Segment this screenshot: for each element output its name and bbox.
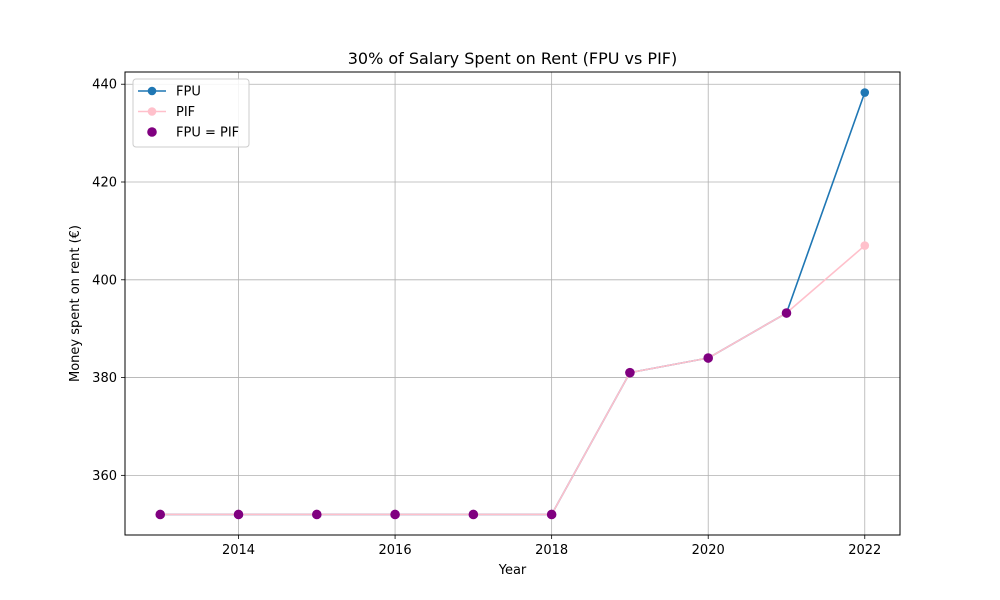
legend-box: [132, 78, 250, 148]
x-tick-label: 2018: [535, 543, 568, 558]
data-point-fpu: [860, 88, 870, 97]
legend: FPU PIF FPU = PIF: [132, 78, 250, 148]
scatter-point-fpu-pif: [468, 509, 479, 520]
y-tick-label: 380: [92, 371, 117, 386]
scatter-point-fpu-pif: [781, 308, 792, 318]
plot-frame: [124, 71, 901, 536]
grid-lines: [125, 72, 900, 535]
scatter-point-fpu-pif: [155, 509, 166, 520]
scatter-point-fpu-pif: [233, 509, 244, 520]
data-point-pif: [860, 241, 870, 250]
series-fpu-pif: [155, 308, 792, 520]
y-axis-label: Money spent on rent (€): [68, 225, 83, 382]
scatter-point-fpu-pif: [703, 353, 714, 363]
legend-marker-fpu-pif: [147, 127, 157, 137]
x-tick-label: 2014: [222, 543, 255, 558]
scatter-point-fpu-pif: [546, 509, 557, 520]
scatter-point-fpu-pif: [390, 509, 400, 520]
y-tick-label: 420: [92, 176, 117, 191]
axis-ticks: 2014 2016 2018 2020 2022 360 380 400 420 440: [92, 78, 881, 558]
x-axis-label: Year: [498, 563, 527, 578]
x-tick-label: 2016: [379, 543, 412, 558]
y-tick-label: 360: [92, 469, 117, 484]
chart-title: 30% of Salary Spent on Rent (FPU vs PIF): [348, 49, 678, 68]
legend-label-pif: PIF: [176, 105, 195, 120]
y-tick-label: 400: [92, 273, 117, 288]
y-tick-label: 440: [92, 78, 117, 93]
legend-label-fpu-pif: FPU = PIF: [176, 126, 239, 141]
scatter-point-fpu-pif: [625, 367, 635, 378]
legend-marker-pif: [147, 107, 157, 116]
scatter-point-fpu-pif: [311, 509, 322, 520]
x-tick-label: 2020: [692, 543, 725, 558]
series-layer: [155, 88, 870, 520]
x-tick-label: 2022: [848, 543, 881, 558]
legend-marker-fpu: [147, 86, 157, 96]
series-line-pif: [160, 244, 866, 516]
legend-label-fpu: FPU: [176, 85, 201, 100]
